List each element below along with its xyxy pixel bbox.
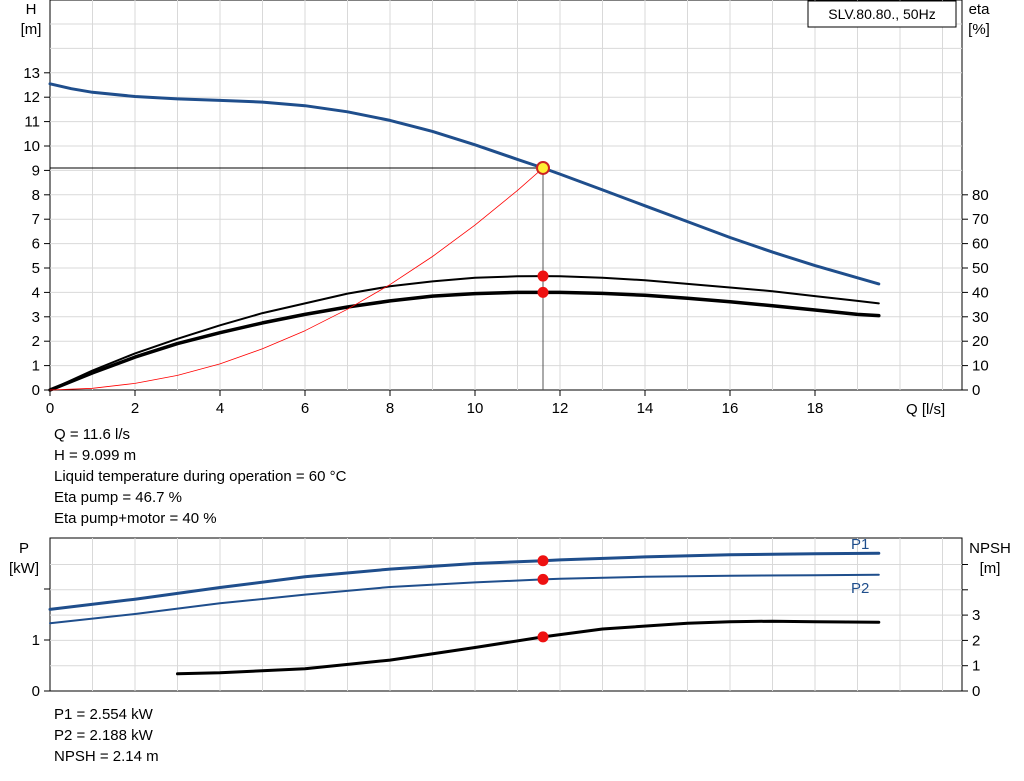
top-y2-tick-label: 80	[972, 187, 989, 204]
top-x-tick-label: 14	[637, 400, 654, 417]
top-chart-marks	[536, 160, 550, 298]
bottom-ylabel: P	[19, 540, 29, 557]
top-xlabel: Q [l/s]	[906, 401, 945, 418]
bottom-chart-marks	[537, 555, 549, 643]
bottom-y2-tick-label: 3	[972, 607, 980, 624]
top-y2-tick-label: 40	[972, 284, 989, 301]
eta-pump-motor-curve	[48, 290, 881, 392]
top-y2-tick-label: 0	[972, 382, 980, 399]
top-x-tick-label: 8	[386, 400, 394, 417]
top-x-tick-label: 12	[552, 400, 569, 417]
eta-pump-motor-marker	[537, 286, 549, 298]
bottom-y2-tick-label: 0	[972, 683, 980, 700]
top-y-tick-label: 4	[32, 284, 40, 301]
top-x-tick-label: 6	[301, 400, 309, 417]
info-eta-pump: Eta pump = 46.7 %	[54, 489, 182, 506]
legend-p2: P2	[851, 580, 869, 597]
info-p2: P2 = 2.188 kW	[54, 727, 153, 744]
top-y2-tick-label: 20	[972, 333, 989, 350]
top-y-tick-label: 10	[23, 138, 40, 155]
top-chart-series	[48, 82, 881, 392]
p1-curve	[48, 551, 881, 611]
info-head: H = 9.099 m	[54, 447, 137, 464]
top-ylabel-unit: [m]	[21, 21, 42, 38]
npsh-marker	[537, 631, 549, 643]
bottom-chart-grid	[50, 538, 962, 691]
bottom-y-tick-label: 0	[32, 683, 40, 700]
top-y2label: eta	[969, 1, 991, 18]
top-x-tick-label: 2	[131, 400, 139, 417]
top-y2-tick-label: 30	[972, 309, 989, 326]
bottom-y2label-unit: [m]	[980, 560, 1001, 577]
eta-pump-curve	[49, 275, 880, 391]
eta-pump-marker	[537, 270, 549, 282]
top-y-tick-label: 11	[24, 114, 40, 131]
bottom-chart-series	[48, 551, 881, 676]
duty-point-marker	[536, 160, 550, 175]
bottom-y2label: NPSH	[969, 540, 1011, 557]
npsh-curve	[176, 619, 881, 676]
top-ylabel: H	[26, 1, 37, 18]
top-y-tick-label: 0	[32, 382, 40, 399]
top-x-tick-label: 10	[467, 400, 484, 417]
bottom-chart-ticks: 0 1 0 1 2 3	[32, 564, 980, 700]
top-y2-tick-label: 50	[972, 260, 989, 277]
top-y-tick-label: 7	[32, 211, 40, 228]
legend-p1: P1	[851, 536, 869, 553]
operating-info-bottom: P1 = 2.554 kW P2 = 2.188 kW NPSH = 2.14 …	[54, 704, 159, 767]
top-y-tick-label: 9	[32, 162, 40, 179]
top-y2-tick-label: 70	[972, 211, 989, 228]
top-y-tick-label: 3	[32, 309, 40, 326]
top-x-tick-label: 4	[216, 400, 224, 417]
info-flow: Q = 11.6 l/s	[54, 426, 131, 443]
bottom-y-tick-label: 1	[32, 632, 40, 649]
operating-info-top: Q = 11.6 l/s H = 9.099 m Liquid temperat…	[54, 424, 346, 529]
top-x-tick-label: 18	[807, 400, 824, 417]
head-curve	[48, 82, 881, 286]
bottom-ylabel-unit: [kW]	[9, 560, 39, 577]
top-chart-grid	[50, 0, 962, 390]
top-x-tick-label: 16	[722, 400, 739, 417]
top-y2label-unit: [%]	[968, 21, 990, 38]
top-y-tick-label: 13	[23, 65, 40, 82]
bottom-y2-tick-label: 2	[972, 632, 980, 649]
info-p1: P1 = 2.554 kW	[54, 706, 153, 723]
top-y-tick-label: 2	[32, 333, 40, 350]
chart-title: SLV.80.80., 50Hz	[828, 6, 935, 22]
info-liquid-temperature: Liquid temperature during operation = 60…	[54, 468, 347, 485]
top-y-tick-label: 8	[32, 187, 40, 204]
p1-marker	[537, 555, 549, 567]
info-eta-pump-motor: Eta pump+motor = 40 %	[54, 510, 217, 527]
top-y-tick-label: 12	[23, 89, 40, 106]
top-y2-tick-label: 10	[972, 358, 989, 375]
top-y-tick-label: 5	[32, 260, 40, 277]
chart-title-box	[807, 0, 957, 28]
p2-curve	[49, 573, 880, 625]
bottom-y2-tick-label: 1	[972, 658, 980, 675]
top-y-tick-label: 6	[32, 236, 40, 253]
top-x-tick-label: 0	[46, 400, 54, 417]
top-y2-tick-label: 60	[972, 236, 989, 253]
system-curve-curve	[49, 167, 544, 391]
info-npsh: NPSH = 2.14 m	[54, 748, 159, 765]
p2-marker	[537, 573, 549, 585]
top-y-tick-label: 1	[32, 358, 40, 375]
top-chart-ticks: 0 2 4 6 8 10 12 14 16 180123456789101112130102030…	[23, 65, 988, 417]
